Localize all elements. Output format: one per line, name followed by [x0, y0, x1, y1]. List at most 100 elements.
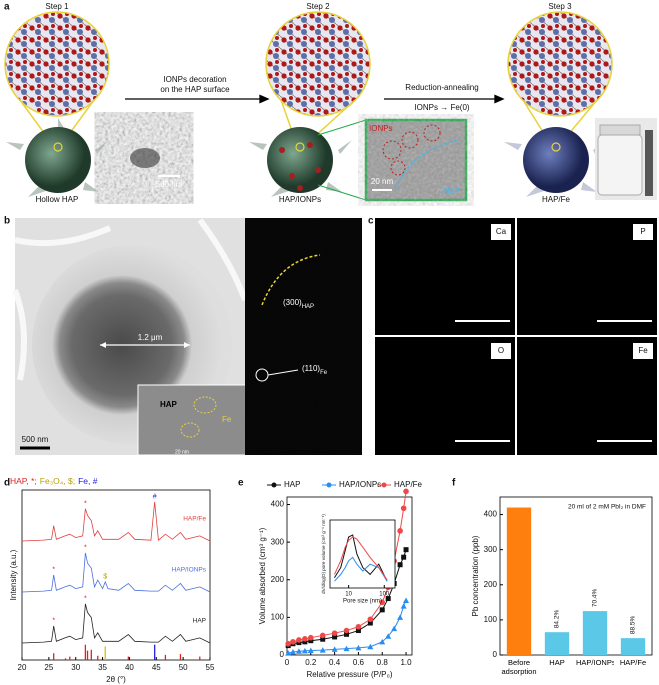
marker	[343, 645, 350, 652]
series-line	[288, 491, 407, 645]
note: 20 ml of 2 mM PbI₂ in DMF	[568, 504, 646, 511]
bar	[506, 507, 532, 655]
marker	[367, 620, 373, 626]
peak-marker: $	[103, 574, 107, 581]
step-label: Step 3	[548, 2, 572, 11]
dimension-label: 1.2 μm	[138, 333, 163, 342]
marker	[285, 640, 291, 647]
legend: HAP, *; Fe₃O₄, $; Fe, #	[10, 476, 98, 486]
x-axis-label: Relative pressure (P/P₀)	[306, 670, 392, 679]
x-tick-label: 55	[206, 663, 215, 672]
marker	[403, 488, 409, 495]
marker	[302, 639, 308, 645]
series-label: HAP	[193, 618, 206, 625]
series-line	[334, 556, 388, 582]
marker	[379, 599, 386, 606]
series-line	[288, 549, 407, 647]
series-line	[333, 536, 388, 581]
plane-index: (300)	[283, 298, 302, 307]
tem-label: HAP	[444, 187, 460, 196]
legend-entry: Fe₃O₄, $;	[40, 476, 75, 486]
tem-image	[12, 218, 362, 456]
y-axis-label: Intensity (a.u.)	[9, 549, 18, 600]
marker	[379, 607, 385, 613]
legend-label: HAP	[284, 480, 300, 489]
marker	[344, 631, 350, 637]
panel-label: c	[368, 216, 374, 227]
y-tick-label: 300	[271, 537, 285, 546]
marker	[343, 627, 350, 634]
y-tick-label: 300	[484, 545, 498, 554]
marker	[301, 647, 308, 654]
marker	[289, 648, 296, 655]
plane-phase: HAP	[302, 304, 314, 310]
series-line	[334, 534, 388, 582]
y-axis-label: dV/dlog(D) pore volume (cm³ g⁻¹ nm⁻¹)	[321, 514, 326, 594]
y-tick-label: 100	[271, 612, 285, 621]
x-tick-label: 10	[345, 592, 352, 598]
marker	[355, 644, 362, 651]
x-tick-label-box: HAP	[549, 658, 564, 667]
x-tick-label: HAP/Fe	[619, 658, 647, 667]
x-tick-label: Before adsorption	[501, 658, 537, 676]
plot-frame	[286, 496, 413, 656]
marker	[397, 562, 403, 568]
panel-label: b	[4, 216, 10, 227]
arrows	[125, 94, 505, 104]
plot-frame	[499, 496, 653, 656]
series-line	[21, 501, 211, 542]
spheres	[6, 118, 607, 197]
panel-label: f	[452, 478, 456, 489]
series-line	[21, 552, 211, 593]
arrow-text: IONPs → Fe(0)	[414, 103, 469, 112]
legend-entry: HAP, *;	[10, 476, 37, 486]
marker	[295, 648, 302, 654]
bar	[582, 611, 608, 655]
y-tick-label: 100	[484, 615, 498, 624]
marker	[397, 528, 403, 534]
peak-marker: *	[52, 567, 55, 574]
x-tick-label-box: HAP/Fe	[619, 658, 647, 667]
scale-label: 20 nm	[371, 177, 394, 186]
caption: HAP/IONPs	[279, 195, 321, 204]
lattice-views	[4, 11, 613, 149]
inset-label: HAP	[160, 400, 178, 409]
x-tick-label-box: Before adsorption	[501, 658, 537, 676]
x-tick-label-box: HAP/IONPs	[576, 658, 614, 667]
marker	[403, 547, 409, 553]
y-tick-label: 400	[271, 500, 285, 509]
legend-marker	[326, 482, 332, 488]
legend-label: HAP/IONPs	[339, 480, 381, 489]
x-tick-label: 25	[44, 663, 53, 672]
x-tick-label: 30	[71, 663, 80, 672]
arrow-text: on the HAP surface	[160, 85, 230, 94]
plane-index: (110)	[302, 364, 320, 373]
tem-inset	[317, 118, 468, 202]
marker	[320, 636, 326, 642]
element-label: Ca	[496, 227, 507, 236]
y-axis-label: Volume absorbed (cm³ g⁻¹)	[258, 527, 267, 624]
marker	[319, 632, 326, 639]
marker	[307, 647, 314, 653]
marker	[385, 633, 392, 639]
plane-label: (110)Fe	[302, 364, 328, 375]
x-tick-label: 0.8	[377, 658, 389, 667]
marker	[367, 643, 374, 650]
peak-marker: *	[84, 500, 87, 507]
panel-label: a	[4, 2, 10, 13]
removal-label: 84.2%	[554, 610, 561, 629]
y-tick-label: 400	[484, 510, 498, 519]
marker	[308, 638, 314, 644]
x-axis-label: 2θ (°)	[106, 675, 126, 684]
x-tick-label: 0.4	[329, 658, 341, 667]
x-tick-label: 40	[125, 663, 134, 672]
series-label: HAP/Fe	[183, 516, 206, 523]
edx-maps	[375, 218, 657, 455]
element-label: O	[498, 346, 504, 355]
x-tick-label: HAP/IONPs	[576, 658, 614, 667]
x-tick-label: 35	[98, 663, 107, 672]
y-axis-label: Pb concentration (ppb)	[471, 535, 480, 616]
series-label: HAP/IONPs	[172, 567, 207, 574]
x-tick-label: 0.2	[305, 658, 317, 667]
x-tick-label: 0	[285, 658, 290, 667]
